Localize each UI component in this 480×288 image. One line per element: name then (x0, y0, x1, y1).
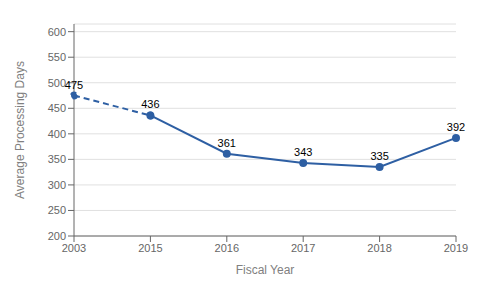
svg-text:600: 600 (48, 26, 66, 38)
svg-text:475: 475 (65, 79, 83, 91)
svg-text:Average Processing Days: Average Processing Days (13, 61, 27, 199)
svg-text:200: 200 (48, 230, 66, 242)
svg-text:Fiscal Year: Fiscal Year (236, 263, 295, 277)
svg-text:2019: 2019 (444, 242, 468, 254)
svg-text:436: 436 (141, 98, 159, 110)
svg-text:300: 300 (48, 179, 66, 191)
svg-text:2003: 2003 (62, 242, 86, 254)
svg-text:2018: 2018 (367, 242, 391, 254)
svg-text:550: 550 (48, 51, 66, 63)
svg-text:335: 335 (370, 150, 388, 162)
svg-text:250: 250 (48, 204, 66, 216)
svg-text:361: 361 (218, 137, 236, 149)
svg-text:392: 392 (447, 121, 465, 133)
svg-text:2015: 2015 (138, 242, 162, 254)
svg-text:500: 500 (48, 77, 66, 89)
svg-text:343: 343 (294, 146, 312, 158)
svg-text:350: 350 (48, 153, 66, 165)
svg-text:450: 450 (48, 102, 66, 114)
svg-text:2016: 2016 (215, 242, 239, 254)
svg-text:2017: 2017 (291, 242, 315, 254)
svg-text:400: 400 (48, 128, 66, 140)
